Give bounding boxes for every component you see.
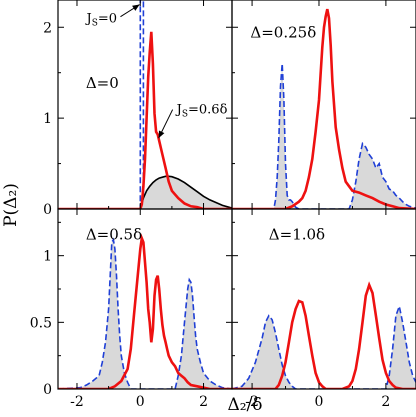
shade-Js_0-bottom-left [58, 239, 232, 389]
y-tick-label: 1 [43, 111, 52, 127]
x-tick-label: 0 [136, 394, 145, 410]
x-axis-label: Δ₂/δ [227, 395, 262, 415]
shade-Js_0-top-right [232, 63, 416, 209]
panel-label: Δ=1.0δ [269, 226, 325, 244]
annotation-label: JS=0.6δ [175, 103, 228, 120]
panel-bottom-right: -2 0 2 Δ=1.0δ [231, 208, 416, 410]
series-Js_0-top-right [232, 63, 416, 209]
panel-top-left: 0 1 2 Δ=0 JS=0 JS=0.6δ [43, 0, 233, 218]
x-tick-label: -2 [245, 394, 259, 410]
series-Js_0-bottom-right [232, 303, 416, 389]
panels: 0 1 2 Δ=0 JS=0 JS=0.6δ Δ=0.25δ 0 0.5 1 -2 0 2 Δ=0.5δ -… [30, 0, 416, 410]
panel-frame [231, 208, 416, 390]
series-Js_06-bottom-left [58, 233, 232, 389]
x-tick-label: 2 [199, 394, 208, 410]
x-tick-label: 2 [381, 394, 390, 410]
series-Js_06-bottom-right [232, 281, 416, 389]
series-Js_0-bottom-left [58, 237, 232, 389]
series-smooth-top-left [139, 175, 232, 209]
y-tick-label: 0 [43, 382, 52, 398]
plot-area [232, 8, 416, 209]
x-tick-label: 0 [315, 394, 324, 410]
shade-smooth-top-left [140, 176, 232, 209]
panel-frame [57, 208, 233, 390]
annotation-arrowhead [158, 130, 165, 139]
y-tick-label: 2 [43, 20, 52, 36]
annotation-label: JS=0 [84, 12, 117, 29]
plot-area [58, 233, 232, 389]
plot-area [232, 281, 416, 389]
annotation-arrowhead [132, 4, 140, 11]
shade-Js_0-bottom-right [232, 306, 416, 389]
panel-top-right: Δ=0.25δ [231, 0, 416, 210]
y-axis-label: P(Δ₂) [1, 183, 21, 227]
x-tick-label: -2 [70, 394, 84, 410]
panel-label: Δ=0.25δ [250, 24, 316, 42]
series-Js_06-top-right [232, 8, 416, 209]
series-Js_06-top-left [58, 31, 232, 209]
plot-area [58, 0, 232, 209]
panel-label: Δ=0 [86, 74, 119, 92]
panel-label: Δ=0.5δ [86, 226, 142, 244]
y-tick-label: 0 [43, 202, 52, 218]
panel-bottom-left: 0 0.5 1 -2 0 2 Δ=0.5δ [30, 208, 233, 410]
y-tick-label: 1 [43, 249, 52, 265]
y-tick-label: 0.5 [30, 315, 52, 331]
